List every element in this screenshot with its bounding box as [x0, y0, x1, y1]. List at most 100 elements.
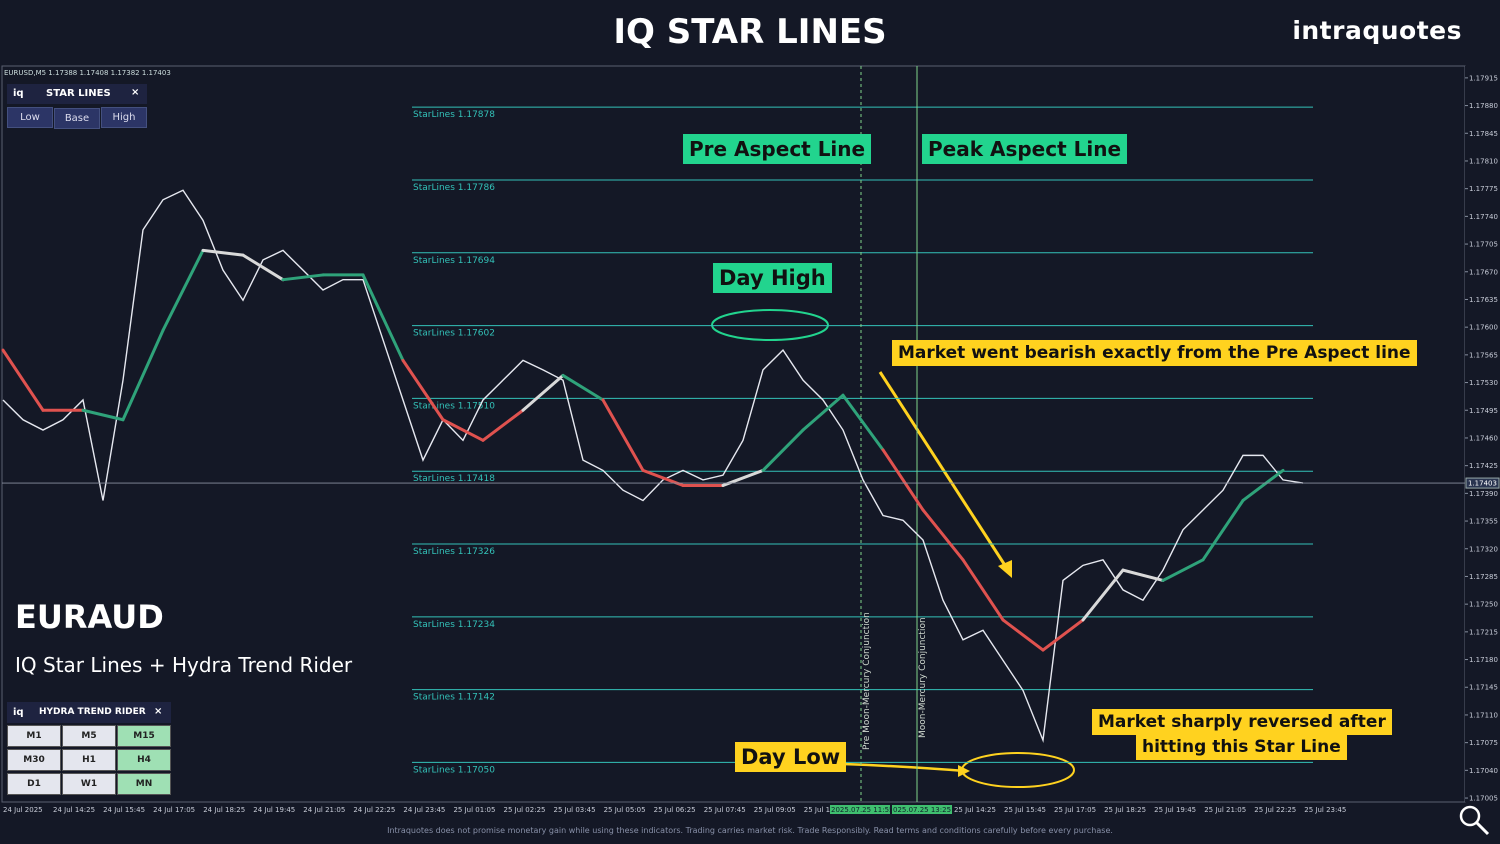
logo: iq	[13, 88, 24, 99]
zoom-icon	[1459, 805, 1481, 827]
page-title: IQ STAR LINES	[613, 12, 887, 52]
trend-segment	[561, 373, 605, 402]
reversal-note: Market sharply reversed after	[1092, 709, 1392, 735]
aspect-line-label: Moon-Mercury Conjunction	[918, 617, 928, 738]
y-tick-label: 1.17355	[1469, 518, 1498, 526]
x-tick-label: 24 Jul 23:45	[403, 806, 445, 814]
trend-segment	[1161, 558, 1205, 582]
star-panel-header: iq STAR LINES ×	[7, 84, 147, 104]
x-highlight-bg	[830, 805, 890, 814]
trend-segment	[281, 273, 325, 282]
base-button[interactable]: Base	[54, 108, 100, 129]
x-tick-label: 25 Jul 17:05	[1054, 806, 1096, 814]
y-tick-label: 1.17705	[1469, 241, 1498, 249]
trend-segment	[121, 328, 165, 422]
star-line-label: StarLines 1.17694	[413, 256, 495, 266]
y-tick-label: 1.17670	[1469, 268, 1498, 276]
x-tick-label: 25 Jul 15:45	[1004, 806, 1046, 814]
plot-frame	[1, 65, 1466, 803]
trend-segment	[921, 508, 965, 562]
y-tick-label: 1.17215	[1469, 628, 1498, 636]
x-highlight-label: 2025.07.25 11:55	[831, 806, 893, 814]
y-tick-label: 1.17810	[1469, 157, 1498, 165]
star-line-label: StarLines 1.17602	[413, 329, 495, 339]
timeframe-button[interactable]: M15	[117, 725, 171, 747]
y-tick-label: 1.17005	[1469, 795, 1498, 803]
trend-segment	[401, 358, 445, 422]
arrow-head	[958, 765, 970, 777]
timeframe-button[interactable]: H4	[117, 749, 171, 771]
pre-aspect-label: Pre Aspect Line	[683, 134, 872, 164]
y-tick-label: 1.17530	[1469, 379, 1498, 387]
timeframe-button[interactable]: M30	[7, 749, 61, 771]
x-tick-label: 25 Jul 23:45	[1304, 806, 1346, 814]
y-tick-label: 1.17845	[1469, 130, 1498, 138]
y-tick-label: 1.17880	[1469, 102, 1498, 110]
y-tick-label: 1.17740	[1469, 213, 1498, 221]
panel-title: STAR LINES	[46, 88, 111, 99]
aspect-line-label: Pre Moon-Mercury Conjunction	[862, 612, 872, 750]
symbol-info: EURUSD,M5 1.17388 1.17408 1.17382 1.1740…	[4, 69, 171, 77]
trend-segment	[161, 248, 205, 332]
hydra-panel-header: iq HYDRA TREND RIDER ×	[7, 702, 171, 723]
x-tick-label: 24 Jul 18:25	[203, 806, 245, 814]
x-tick-label: 25 Jul 21:05	[1204, 806, 1246, 814]
x-tick-label: 24 Jul 22:25	[353, 806, 395, 814]
trend-segment	[881, 448, 925, 512]
day-high-label: Day High	[713, 263, 832, 293]
y-tick-label: 1.17775	[1469, 185, 1498, 193]
trend-segment	[841, 393, 885, 452]
current-price-label: 1.17403	[1468, 480, 1497, 488]
y-tick-label: 1.17250	[1469, 601, 1498, 609]
arrow-head	[998, 560, 1012, 578]
bearish-note: Market went bearish exactly from the Pre…	[892, 340, 1417, 366]
price-axis-bg	[1465, 66, 1499, 802]
timeframe-button[interactable]: D1	[7, 773, 61, 795]
timeframe-button[interactable]: H1	[62, 749, 116, 771]
x-tick-label: 25 Jul 1	[804, 806, 830, 814]
trend-segment	[601, 398, 645, 472]
y-tick-label: 1.17600	[1469, 324, 1498, 332]
close-button[interactable]: ×	[131, 87, 140, 98]
x-tick-label: 25 Jul 07:45	[704, 806, 746, 814]
timeframe-button[interactable]: M1	[7, 725, 61, 747]
trend-segment	[1, 348, 45, 412]
x-tick-label: 25 Jul 19:45	[1154, 806, 1196, 814]
y-tick-label: 1.17320	[1469, 545, 1498, 553]
timeframe-button[interactable]: MN	[117, 773, 171, 795]
y-tick-label: 1.17075	[1469, 739, 1498, 747]
x-tick-label: 24 Jul 17:05	[153, 806, 195, 814]
x-tick-label: 25 Jul 18:25	[1104, 806, 1146, 814]
trend-segment	[441, 418, 485, 442]
pair-name: EURAUD	[15, 598, 164, 636]
x-tick-label: 25 Jul 22:25	[1254, 806, 1296, 814]
trend-segment	[1121, 568, 1165, 582]
trend-segment	[1041, 618, 1085, 652]
x-tick-label: 24 Jul 14:25	[53, 806, 95, 814]
low-button[interactable]: Low	[7, 107, 53, 128]
y-tick-label: 1.17390	[1469, 490, 1498, 498]
trend-segment	[761, 428, 805, 472]
timeframe-grid: M1 M5 M15 M30 H1 H4 D1 W1 MN	[7, 725, 171, 797]
pair-subtitle: IQ Star Lines + Hydra Trend Rider	[15, 653, 353, 677]
y-tick-label: 1.17110	[1469, 711, 1498, 719]
x-tick-label: 24 Jul 15:45	[103, 806, 145, 814]
current-price-tag	[1465, 477, 1500, 489]
trend-segment	[361, 273, 405, 362]
trend-segment	[1241, 468, 1285, 502]
y-tick-label: 1.17180	[1469, 656, 1498, 664]
x-tick-label: 24 Jul 2025	[3, 806, 43, 814]
y-tick-label: 1.17145	[1469, 684, 1498, 692]
trend-segment	[241, 253, 285, 282]
x-tick-label: 25 Jul 03:45	[554, 806, 596, 814]
y-tick-label: 1.17915	[1469, 74, 1498, 82]
x-highlight-bg	[892, 805, 952, 814]
timeframe-button[interactable]: M5	[62, 725, 116, 747]
close-button[interactable]: ×	[154, 706, 163, 717]
high-button[interactable]: High	[101, 107, 147, 128]
trend-segment	[201, 248, 245, 257]
y-tick-label: 1.17285	[1469, 573, 1498, 581]
trend-segment	[521, 373, 565, 412]
timeframe-button[interactable]: W1	[62, 773, 116, 795]
